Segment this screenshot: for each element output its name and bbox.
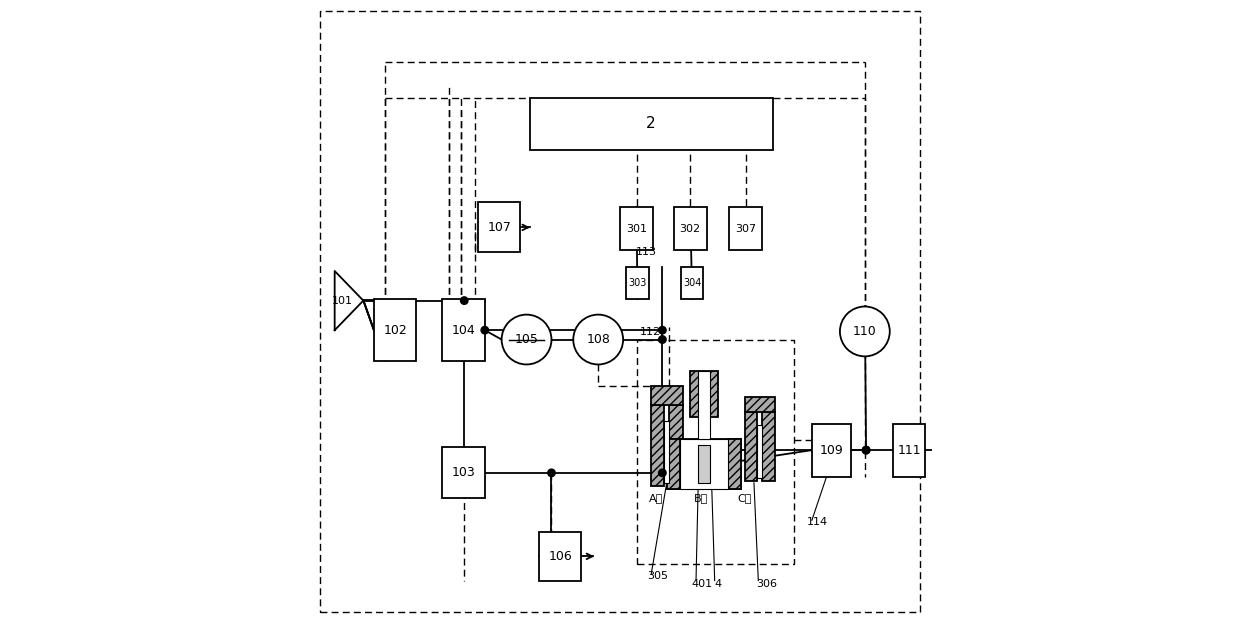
Text: A腔: A腔 xyxy=(649,493,663,503)
Text: 111: 111 xyxy=(898,444,921,457)
Bar xyxy=(529,98,773,150)
Circle shape xyxy=(460,297,467,305)
Circle shape xyxy=(658,469,666,477)
Text: 302: 302 xyxy=(680,224,701,234)
Bar xyxy=(651,405,665,486)
Circle shape xyxy=(502,315,552,364)
Bar xyxy=(744,412,758,481)
Bar xyxy=(673,207,707,250)
Text: 110: 110 xyxy=(853,325,877,338)
Bar xyxy=(728,439,742,489)
Text: 107: 107 xyxy=(487,221,511,234)
Bar xyxy=(443,447,485,498)
Bar xyxy=(665,421,670,483)
Bar xyxy=(667,439,742,461)
Circle shape xyxy=(658,326,666,334)
Text: 114: 114 xyxy=(807,516,828,526)
Text: 306: 306 xyxy=(756,579,776,589)
Bar xyxy=(667,439,681,489)
Bar xyxy=(758,425,763,478)
Text: 108: 108 xyxy=(587,333,610,346)
Bar xyxy=(681,267,703,299)
Bar xyxy=(374,299,417,361)
Bar xyxy=(626,267,649,299)
Bar xyxy=(691,371,718,417)
Text: 307: 307 xyxy=(735,224,756,234)
Circle shape xyxy=(481,326,489,334)
Text: 401: 401 xyxy=(691,579,712,589)
Text: 104: 104 xyxy=(451,324,475,336)
Bar xyxy=(539,532,582,581)
Circle shape xyxy=(573,315,624,364)
Bar xyxy=(763,412,775,481)
Bar xyxy=(620,207,653,250)
Bar xyxy=(893,424,925,477)
Text: 4: 4 xyxy=(714,579,722,589)
Circle shape xyxy=(839,307,890,356)
Text: 112: 112 xyxy=(640,327,661,337)
Text: 305: 305 xyxy=(647,571,668,581)
Text: 303: 303 xyxy=(629,278,646,288)
Text: 113: 113 xyxy=(636,247,656,257)
Circle shape xyxy=(862,446,869,454)
Bar xyxy=(698,371,711,439)
Bar xyxy=(812,424,851,477)
Text: 101: 101 xyxy=(332,295,353,306)
Text: 2: 2 xyxy=(646,117,656,131)
Text: 301: 301 xyxy=(626,224,647,234)
Text: 109: 109 xyxy=(820,444,843,457)
Text: 106: 106 xyxy=(548,550,572,563)
Text: 103: 103 xyxy=(451,467,475,479)
Text: C腔: C腔 xyxy=(738,493,751,503)
Bar xyxy=(681,439,728,489)
Bar xyxy=(744,397,775,412)
Bar xyxy=(670,405,683,486)
Text: 105: 105 xyxy=(515,333,538,346)
Circle shape xyxy=(658,336,666,343)
Bar xyxy=(729,207,763,250)
Circle shape xyxy=(548,469,556,477)
Text: 102: 102 xyxy=(383,324,407,336)
Bar xyxy=(667,467,742,489)
Circle shape xyxy=(862,446,869,454)
Text: B腔: B腔 xyxy=(694,493,708,503)
Bar xyxy=(651,386,683,405)
Text: 304: 304 xyxy=(683,278,702,288)
Bar xyxy=(477,202,521,252)
Bar xyxy=(443,299,485,361)
Bar xyxy=(698,445,711,483)
